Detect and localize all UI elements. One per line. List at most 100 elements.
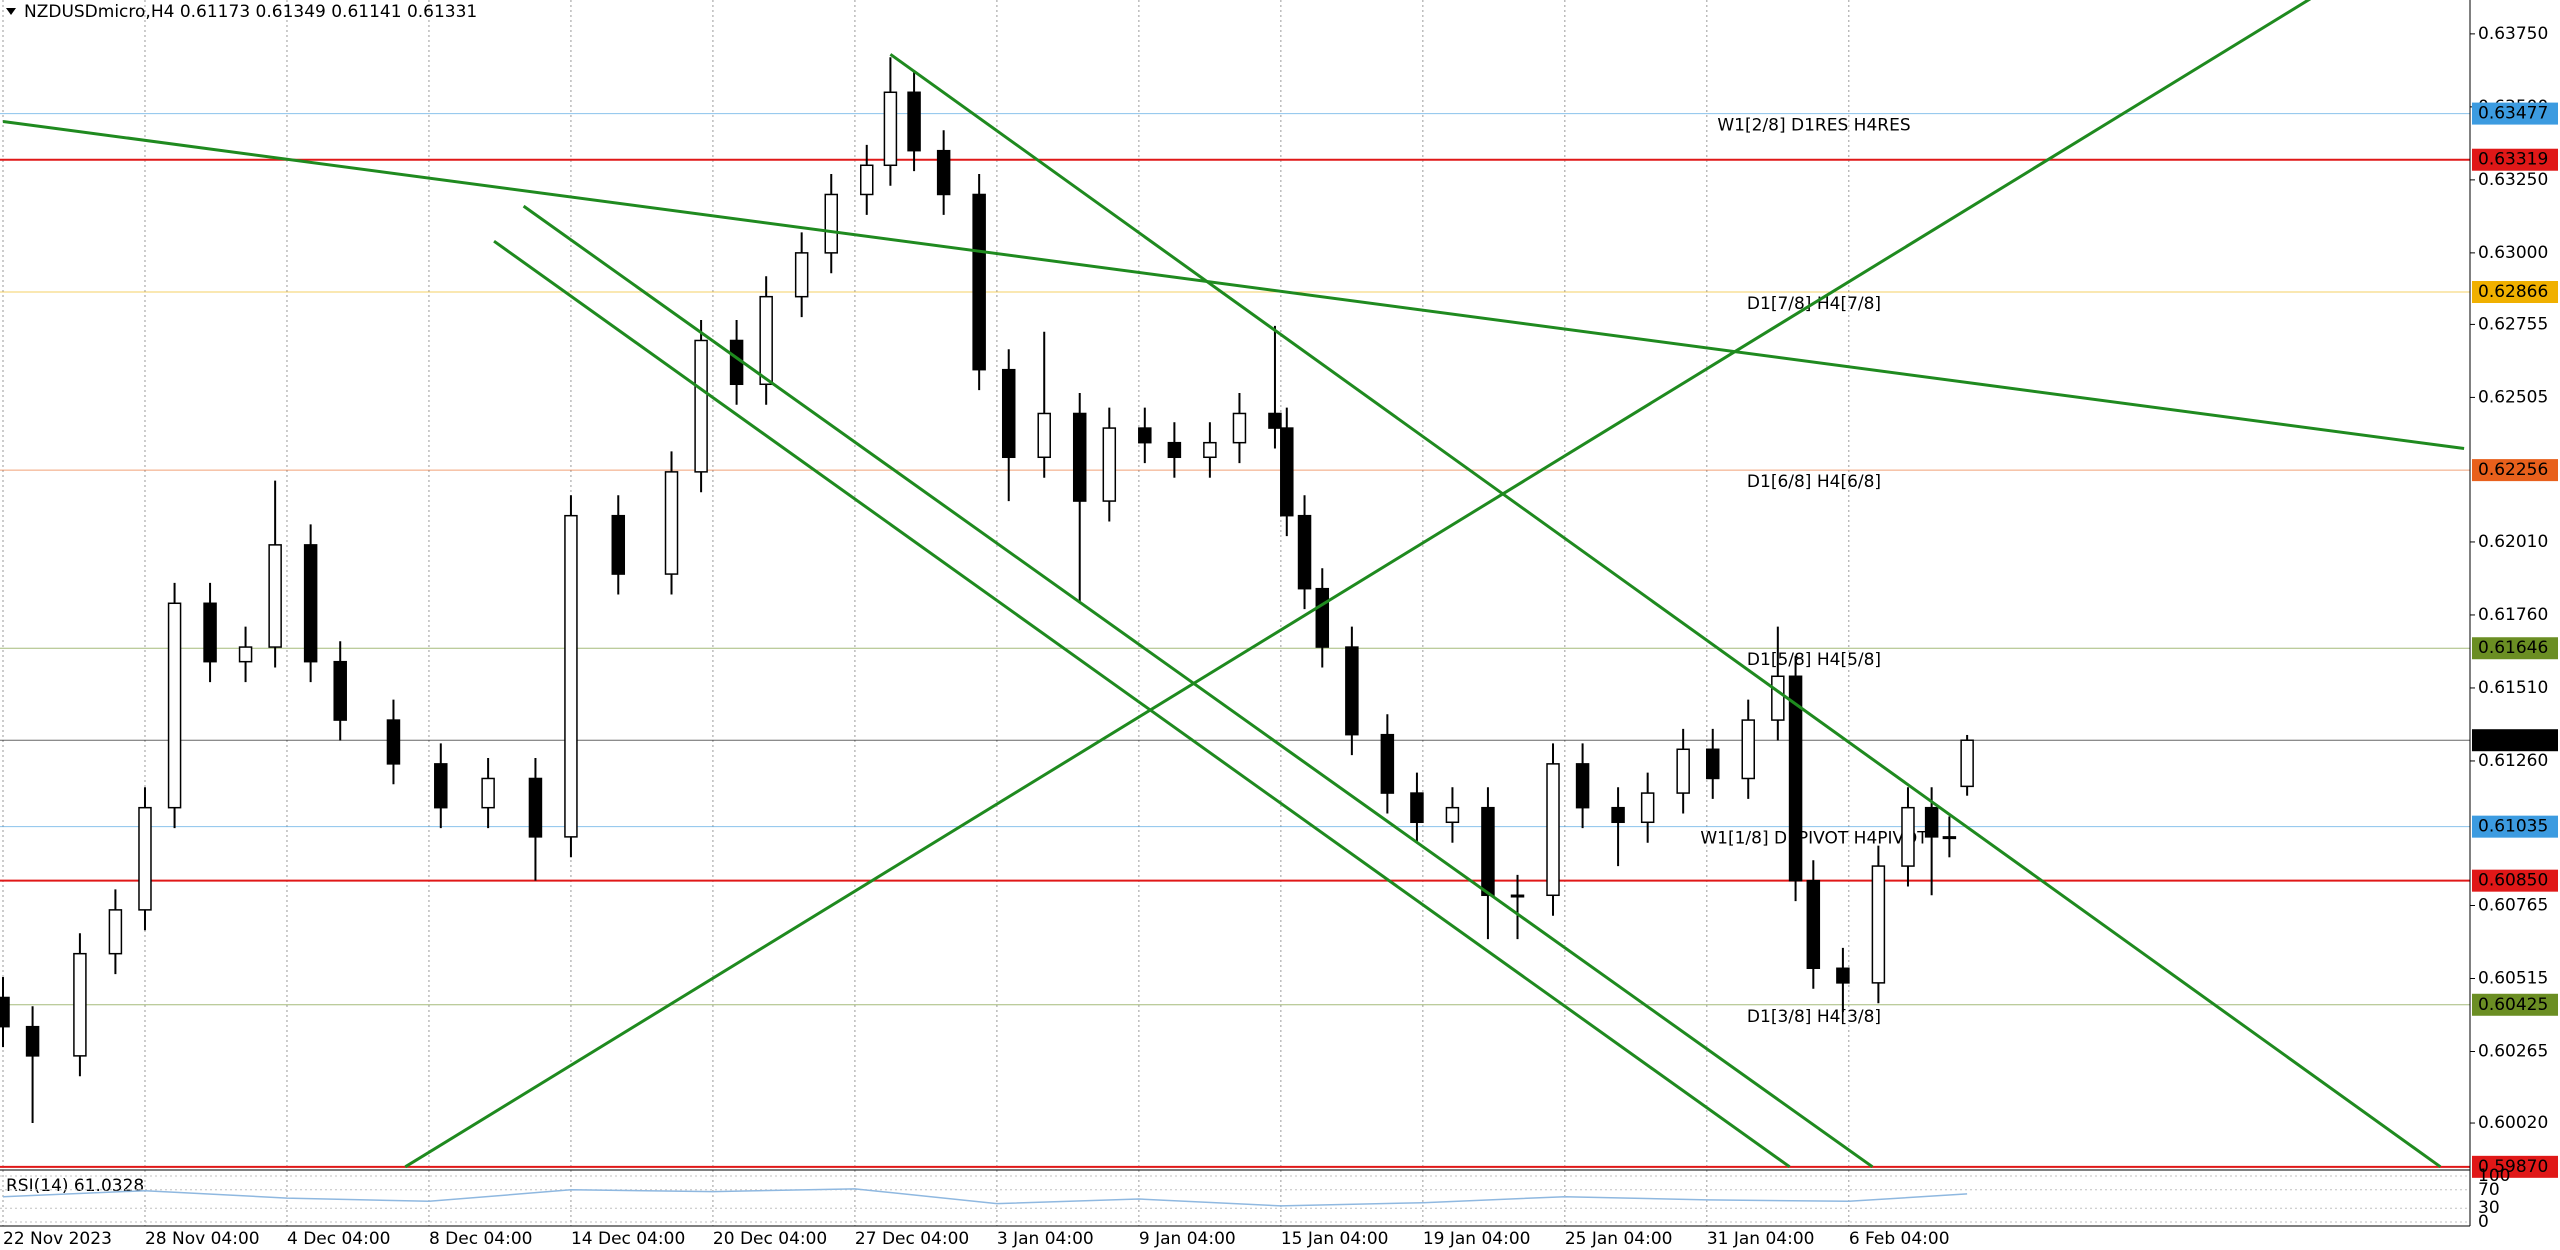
candle-body xyxy=(1611,806,1625,824)
candle-body xyxy=(303,544,318,663)
candle-body xyxy=(333,660,347,721)
y-tick-label: 0.63000 xyxy=(2478,243,2548,263)
y-tick-label: 0.62010 xyxy=(2478,532,2548,552)
candle-body xyxy=(1445,806,1460,824)
candle-body xyxy=(1315,587,1330,648)
x-tick-label: 31 Jan 04:00 xyxy=(1707,1229,1815,1249)
candle-body xyxy=(1771,675,1785,721)
candle-body xyxy=(1167,441,1182,459)
x-tick-label: 25 Jan 04:00 xyxy=(1565,1229,1673,1249)
candle-body xyxy=(611,514,626,575)
candle-body xyxy=(824,193,838,254)
candle-body xyxy=(1575,763,1590,809)
price-label: 0.61331 xyxy=(2478,730,2548,750)
candle-body xyxy=(238,646,253,663)
price-label: 0.63319 xyxy=(2478,150,2548,170)
candle-body xyxy=(1138,427,1152,444)
price-label: 0.63477 xyxy=(2478,104,2548,124)
candle-body xyxy=(167,602,182,809)
menu-arrow[interactable] xyxy=(6,8,16,15)
candle-body xyxy=(1546,763,1560,897)
candle-body xyxy=(138,806,152,911)
candle-body xyxy=(1942,836,1957,840)
trendline xyxy=(2,119,2465,450)
candle-body xyxy=(907,91,921,152)
x-tick-label: 14 Dec 04:00 xyxy=(571,1229,685,1249)
price-label: 0.62256 xyxy=(2478,460,2548,480)
chart-title: NZDUSDmicro,H4 0.61173 0.61349 0.61141 0… xyxy=(24,2,477,22)
x-tick-label: 8 Dec 04:00 xyxy=(429,1229,533,1249)
price-label-box xyxy=(2472,637,2558,660)
candle-body xyxy=(664,471,679,575)
y-tick-label: 0.60265 xyxy=(2478,1041,2548,1061)
candle-body xyxy=(1676,748,1690,794)
trendline xyxy=(889,53,2442,1169)
y-tick-label: 0.61260 xyxy=(2478,751,2548,771)
price-label-box xyxy=(2472,148,2558,171)
candle-body xyxy=(1001,368,1016,459)
candle-body xyxy=(1788,675,1803,882)
candle-body xyxy=(528,777,543,838)
candle-body xyxy=(564,514,578,838)
x-tick-label: 22 Nov 2023 xyxy=(3,1229,112,1249)
x-tick-label: 3 Jan 04:00 xyxy=(997,1229,1094,1249)
candle-body xyxy=(1232,412,1247,444)
x-tick-label: 19 Jan 04:00 xyxy=(1423,1229,1531,1249)
price-label-box xyxy=(2472,869,2558,892)
x-tick-label: 27 Dec 04:00 xyxy=(855,1229,969,1249)
level-text: W1[1/8] D1PIVOT H4PIVOT xyxy=(1700,829,1928,849)
trendline xyxy=(404,0,2312,1169)
x-tick-label: 6 Feb 04:00 xyxy=(1849,1229,1950,1249)
price-label: 0.60850 xyxy=(2478,871,2548,891)
trendline xyxy=(522,204,1874,1169)
candle-body xyxy=(1102,427,1117,502)
candle-body xyxy=(1380,733,1395,794)
x-tick-label: 9 Jan 04:00 xyxy=(1139,1229,1236,1249)
candle-body xyxy=(972,193,986,371)
indicator-title: RSI(14) 61.0328 xyxy=(6,1176,144,1196)
x-tick-label: 20 Dec 04:00 xyxy=(713,1229,827,1249)
indicator-tick-label: 70 xyxy=(2478,1180,2500,1200)
price-label-box xyxy=(2472,281,2558,303)
candle-body xyxy=(1836,967,1850,984)
candles xyxy=(0,57,1974,1124)
candle-body xyxy=(434,763,448,809)
candle-body xyxy=(759,295,773,386)
price-label: 0.59870 xyxy=(2478,1157,2548,1177)
candle-body xyxy=(1345,646,1359,736)
y-tick-label: 0.61760 xyxy=(2478,605,2548,625)
candle-body xyxy=(1741,719,1755,780)
candle-body xyxy=(268,544,282,648)
candle-body xyxy=(1705,748,1720,780)
candle-body xyxy=(108,909,123,955)
candle-body xyxy=(0,996,10,1028)
candle-body xyxy=(73,952,87,1057)
price-label: 0.61646 xyxy=(2478,638,2548,658)
candle-body xyxy=(883,91,898,167)
candle-body xyxy=(1072,412,1087,502)
y-tick-label: 0.61510 xyxy=(2478,678,2548,698)
price-label-box xyxy=(2472,102,2558,125)
indicator-tick-label: 0 xyxy=(2478,1212,2489,1232)
price-label-box xyxy=(2472,815,2558,838)
price-label: 0.61035 xyxy=(2478,817,2548,837)
level-text: D1[3/8] H4[3/8] xyxy=(1747,1007,1881,1027)
x-tick-label: 28 Nov 04:00 xyxy=(145,1229,260,1249)
candle-body xyxy=(1410,792,1424,824)
candle-body xyxy=(1924,806,1939,838)
candle-body xyxy=(203,602,217,663)
price-label-box xyxy=(2472,459,2558,482)
y-tick-label: 0.63250 xyxy=(2478,170,2548,190)
price-label: 0.62866 xyxy=(2478,282,2548,302)
candle-body xyxy=(481,777,495,809)
indicator-tick-label: 30 xyxy=(2478,1198,2500,1218)
candle-body xyxy=(386,719,401,765)
candle-body xyxy=(1871,865,1886,984)
candle-body xyxy=(1510,894,1525,898)
indicator-line xyxy=(2,1188,1968,1207)
candle-body xyxy=(1960,739,1974,788)
